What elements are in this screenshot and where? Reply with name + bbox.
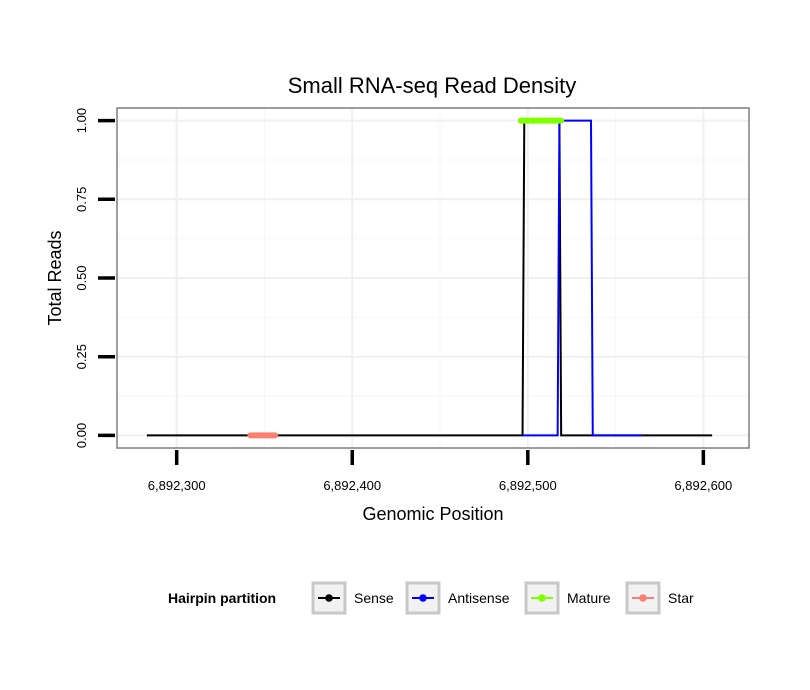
y-tick-label: 0.50	[74, 265, 89, 290]
legend-key-point	[419, 594, 427, 602]
series-line-antisense	[522, 119, 642, 437]
y-tick-label: 0.75	[74, 187, 89, 212]
axes: 6,892,300 6,892,400 6,892,500 6,892,600 0.00…	[74, 108, 732, 493]
legend-label-mature: Mature	[567, 590, 611, 606]
legend-label-star: Star	[668, 590, 694, 606]
x-axis-title: Genomic Position	[362, 504, 503, 524]
grid	[117, 108, 749, 448]
legend-label-antisense: Antisense	[448, 590, 510, 606]
x-tick-label: 6,892,500	[499, 478, 557, 493]
y-tick-label: 0.00	[74, 423, 89, 448]
legend-key-point	[639, 594, 647, 602]
plot-panel-border	[116, 107, 750, 449]
x-tick-label: 6,892,400	[323, 478, 381, 493]
y-tick-label: 1.00	[74, 108, 89, 133]
series-layer	[146, 117, 713, 439]
x-tick-label: 6,892,300	[148, 478, 206, 493]
legend-title: Hairpin partition	[168, 590, 276, 606]
legend-label-sense: Sense	[354, 590, 394, 606]
legend: Hairpin partition Sense Antisense Mature St…	[168, 581, 694, 615]
y-tick-label: 0.25	[74, 344, 89, 369]
legend-key-point	[325, 594, 333, 602]
legend-key-point	[538, 594, 546, 602]
chart-title: Small RNA-seq Read Density	[288, 73, 577, 98]
x-tick-label: 6,892,600	[674, 478, 732, 493]
y-axis-title: Total Reads	[45, 230, 65, 325]
